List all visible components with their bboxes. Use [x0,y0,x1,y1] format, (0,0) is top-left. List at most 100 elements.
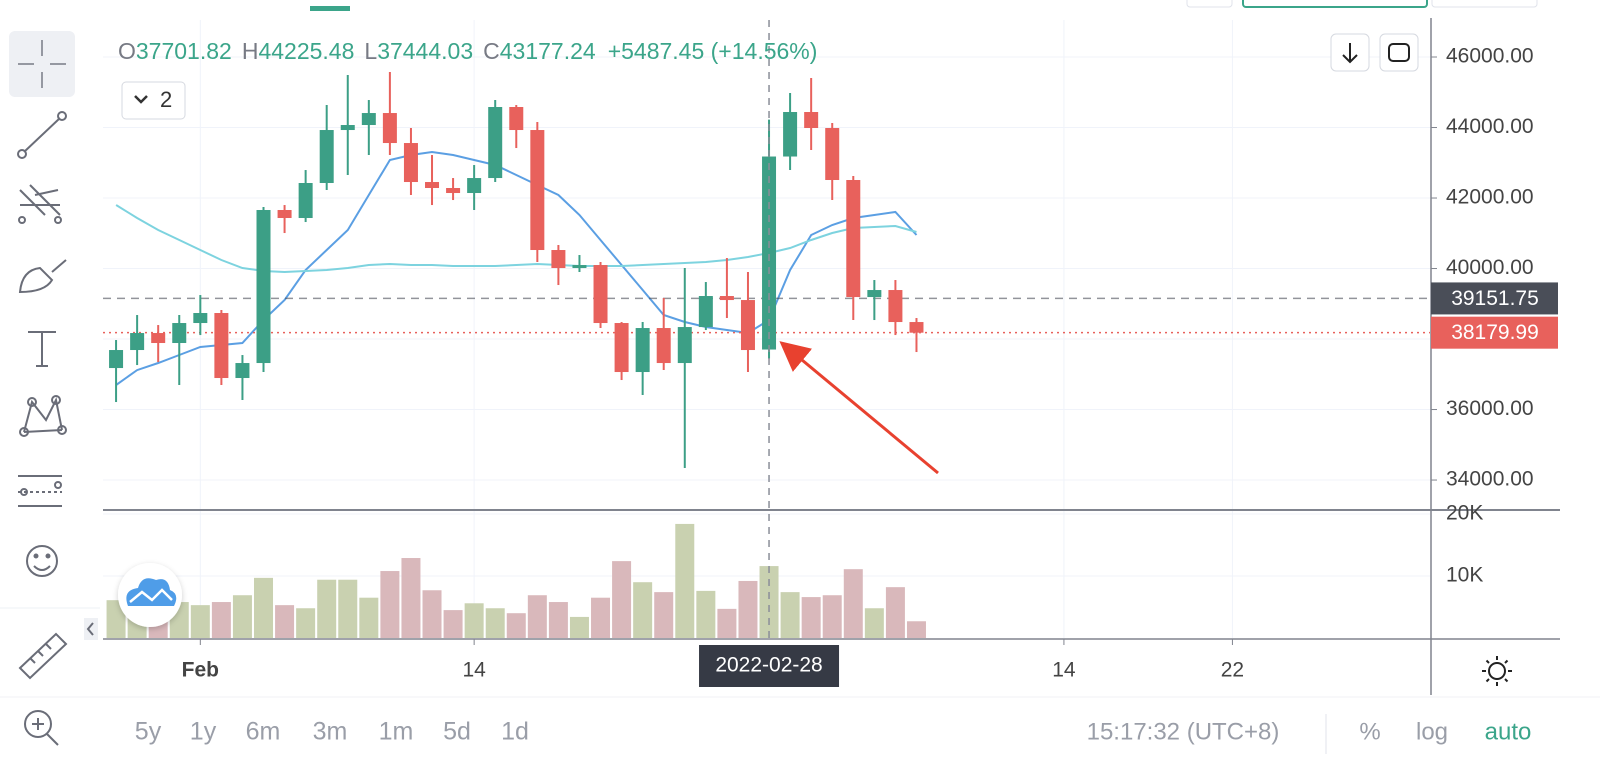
candle-body [109,350,124,369]
timeframe-button[interactable]: 1m [379,718,414,746]
fullscreen-button[interactable] [1379,33,1419,72]
volume-bar [211,602,231,638]
volume-bar [633,582,653,638]
cloud-line [129,588,173,603]
indicator-toggle[interactable]: 2 [121,81,186,120]
percent-toggle[interactable]: % [1359,718,1380,745]
volume-bar [654,592,674,638]
settings[interactable] [1482,656,1512,686]
timeframe-button[interactable]: 3m [313,718,348,746]
volume-bar [738,580,758,638]
volume-bar [443,610,463,638]
tool-zoom[interactable] [24,710,59,746]
candle-body [909,322,924,333]
volume-bar [464,603,484,638]
volume-bar [569,616,589,638]
x-tick-label: 14 [462,659,486,682]
candle-body [214,313,229,379]
candle-body [572,265,587,269]
top-button[interactable] [1186,0,1233,8]
candle-body [151,333,166,344]
tool-ruler[interactable] [18,632,68,680]
y-tick-label: 34000.00 [1446,468,1534,491]
candle-body [509,107,524,131]
tool-emoji[interactable] [26,545,58,577]
axes: 34000.0036000.0038000.0040000.0042000.00… [182,45,1558,682]
volume-bar [612,561,632,638]
price-label-bg [1431,282,1558,315]
log-toggle[interactable]: log [1416,718,1448,745]
tool-forecast[interactable] [18,475,62,507]
price-label-bg [1431,316,1558,349]
ohlc-value: 37701.82 [136,38,232,64]
volume-bar [864,608,884,638]
tool-selected-bg [9,31,75,97]
price-label: 39151.75 [1451,287,1539,310]
candles [109,72,924,469]
ohlc-value: 37444.03 [377,38,473,64]
candle-body [235,363,250,379]
volume-bar [548,602,568,638]
candle-body [698,296,713,328]
timeframe-button[interactable]: 6m [246,718,281,746]
indicator-button[interactable] [121,81,186,120]
top-button[interactable] [1242,0,1428,8]
tool-trendline[interactable] [17,111,67,159]
collapse-tab[interactable] [84,618,98,640]
candle-body [740,300,755,351]
tool-pattern[interactable] [19,395,67,437]
ohlc-label: H [242,38,259,64]
candle-body [867,290,882,298]
candle-body [677,327,692,364]
candle-body [425,182,440,189]
fullscreen-icon [1388,43,1410,62]
candle-body [804,112,819,129]
volume-bar [822,595,842,638]
candle-body [382,113,397,144]
volume-bar [422,590,442,638]
timeframe-button[interactable]: 5d [443,718,471,746]
candle-body [298,183,313,219]
volume-bar [717,608,737,638]
volume-bar [485,608,505,638]
cloud-button[interactable] [118,563,182,627]
price-label: 38179.99 [1451,321,1539,344]
candle-body [277,210,292,219]
change: +5487.45 (+14.56%) [608,38,818,64]
clock: 15:17:32 (UTC+8) [1087,718,1280,745]
volume-bar [527,595,547,638]
candle-body [762,156,777,350]
tool-fib[interactable] [18,184,62,224]
timeframe-button[interactable]: 5y [135,718,162,746]
candle-body [551,250,566,269]
candle-body [193,313,208,324]
volume-bar [380,571,400,638]
candle-body [593,265,608,324]
volume-bar [401,558,421,638]
candle-body [361,113,376,126]
timeframe-button[interactable]: 1d [501,718,529,746]
tool-brush[interactable] [18,259,67,294]
volume-bar [591,597,611,638]
crosshair-label: 2022-02-28 [715,654,822,677]
volume-bar [254,577,274,638]
y2-tick-label: 20K [1446,502,1483,525]
tool-crosshair[interactable] [18,40,66,88]
cloud-icon [126,578,177,606]
ohlc-value: 44225.48 [258,38,354,64]
top-button[interactable] [1431,0,1538,8]
indicator-count: 2 [160,87,172,112]
moving-average [115,150,918,386]
footer: 15:17:32 (UTC+8) % log auto 5y 1y 6m 3m 1m 5d… [135,714,1532,754]
volume-bar [801,597,821,638]
volume-bar [232,595,252,638]
volume-bar [106,600,126,638]
timeframe-button[interactable]: 1y [190,718,217,746]
tool-text[interactable] [28,331,56,367]
chart-buttons [1330,33,1419,72]
y-tick-label: 42000.00 [1446,186,1534,209]
auto-toggle[interactable]: auto [1485,718,1532,745]
chevron [134,95,148,104]
ohlc-label: O [118,38,136,64]
